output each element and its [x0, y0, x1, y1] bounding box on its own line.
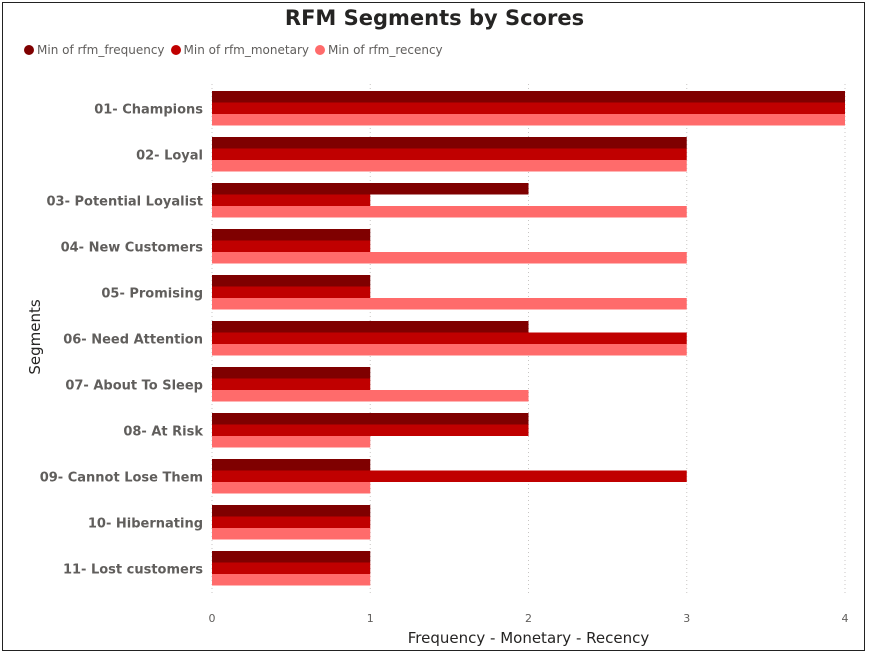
- bar-recency: [212, 114, 845, 126]
- legend-marker-monetary: [170, 45, 181, 55]
- bar-recency: [212, 252, 687, 264]
- chart-legend: Min of rfm_frequency Min of rfm_monetary…: [24, 43, 449, 57]
- bar-frequency: [212, 137, 687, 149]
- bar-recency: [212, 574, 371, 586]
- category-label: 11- Lost customers: [63, 562, 203, 577]
- bar-recency: [212, 482, 371, 494]
- category-label: 09- Cannot Lose Them: [40, 470, 203, 485]
- x-tick-label-4: 4: [842, 612, 849, 625]
- y-axis-title: Segments: [26, 299, 44, 375]
- bar-frequency: [212, 551, 371, 563]
- category-label: 07- About To Sleep: [65, 378, 203, 393]
- bar-recency: [212, 298, 687, 310]
- bar-monetary: [212, 378, 371, 390]
- category-label: 01- Champions: [94, 102, 203, 117]
- bar-frequency: [212, 505, 371, 517]
- bar-frequency: [212, 367, 371, 379]
- category-label: 02- Loyal: [136, 148, 203, 163]
- bar-monetary: [212, 286, 371, 298]
- bar-monetary: [212, 240, 371, 252]
- legend-marker-frequency: [24, 45, 34, 55]
- bar-recency: [212, 344, 687, 356]
- bar-frequency: [212, 459, 371, 471]
- legend-item-frequency[interactable]: Min of rfm_frequency: [24, 43, 165, 57]
- x-tick-label-2: 2: [525, 612, 532, 625]
- category-label: 04- New Customers: [61, 240, 204, 255]
- x-tick-label-3: 3: [683, 612, 690, 625]
- legend-item-recency[interactable]: Min of rfm_recency: [314, 43, 443, 57]
- bar-frequency: [212, 229, 371, 241]
- bar-monetary: [212, 470, 687, 482]
- bar-recency: [212, 160, 687, 172]
- legend-label-monetary: Min of rfm_monetary: [183, 43, 309, 57]
- bar-monetary: [212, 194, 371, 206]
- legend-label-recency: Min of rfm_recency: [327, 43, 443, 57]
- bar-monetary: [212, 332, 687, 344]
- bar-recency: [212, 206, 687, 218]
- bar-frequency: [212, 321, 529, 333]
- category-label: 06- Need Attention: [63, 332, 203, 347]
- category-label: 03- Potential Loyalist: [46, 194, 203, 209]
- x-tick-label-1: 1: [367, 612, 374, 625]
- bar-monetary: [212, 102, 845, 114]
- category-label: 08- At Risk: [123, 424, 203, 439]
- bar-monetary: [212, 516, 371, 528]
- chart-title: RFM Segments by Scores: [284, 6, 585, 30]
- bar-recency: [212, 436, 371, 448]
- x-tick-label-0: 0: [209, 612, 216, 625]
- bar-recency: [212, 528, 371, 540]
- bar-frequency: [212, 91, 845, 103]
- bar-monetary: [212, 562, 371, 574]
- x-axis-title: Frequency - Monetary - Recency: [408, 629, 650, 647]
- bar-frequency: [212, 183, 529, 195]
- bar-frequency: [212, 275, 371, 287]
- bar-recency: [212, 390, 529, 402]
- bar-monetary: [212, 424, 529, 436]
- legend-marker-recency: [314, 45, 325, 55]
- bar-frequency: [212, 413, 529, 425]
- legend-label-frequency: Min of rfm_frequency: [37, 43, 165, 57]
- bar-monetary: [212, 148, 687, 160]
- category-label: 05- Promising: [101, 286, 203, 301]
- category-label: 10- Hibernating: [88, 516, 203, 531]
- legend-item-monetary[interactable]: Min of rfm_monetary: [170, 43, 309, 57]
